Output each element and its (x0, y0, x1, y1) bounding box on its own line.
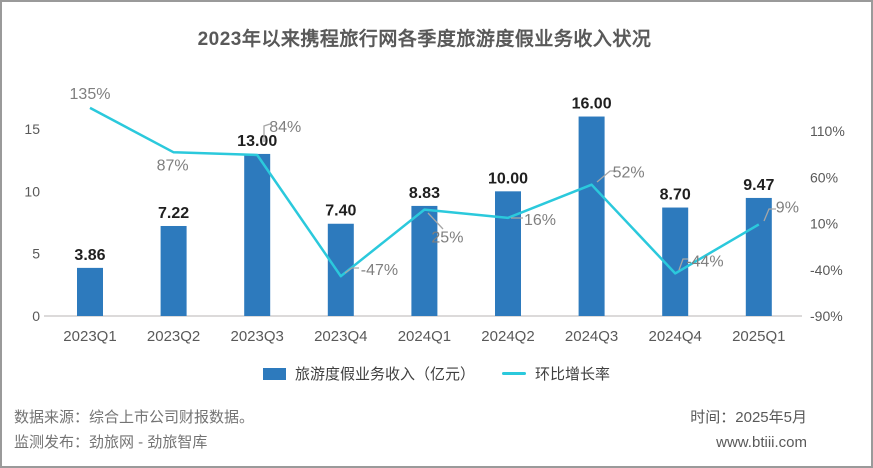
bar-2025Q1 (745, 197, 772, 316)
legend-bar-swatch (262, 367, 286, 380)
x-axis-label: 2023Q3 (231, 328, 284, 345)
right-axis-tick: 110% (810, 123, 845, 139)
bar-value-label: 7.22 (158, 205, 189, 222)
growth-rate-label: -47% (361, 262, 398, 279)
legend-bar-label: 旅游度假业务收入（亿元） (294, 366, 475, 383)
growth-rate-line (89, 106, 760, 278)
x-axis-label: 2023Q1 (63, 328, 116, 345)
x-axis-label: 2024Q2 (481, 328, 534, 345)
right-axis-tick: -40% (810, 262, 843, 278)
bar-2023Q1 (77, 267, 103, 316)
growth-rate-label: 87% (157, 157, 189, 174)
footer-meta: 时间：2025年5月 www.btiii.com (690, 405, 807, 455)
growth-rate-label: 25% (431, 230, 463, 247)
x-axis-label: 2024Q3 (565, 328, 618, 345)
bar-value-label: 8.70 (660, 187, 691, 204)
label-leader-line (427, 212, 444, 230)
bar-2023Q2 (160, 225, 187, 316)
label-leader-line (678, 258, 688, 271)
combo-chart: 0 5 10 15 -90% -40% 10% 60% 110% 3.86 2023Q1 7.22 20… (24, 86, 845, 345)
growth-rate-label: 52% (613, 165, 645, 182)
website-text: www.btiii.com (716, 434, 807, 451)
left-axis-tick: 15 (24, 121, 40, 137)
bar-2024Q2 (495, 191, 521, 316)
data-source-text: 数据来源：综合上市公司财报数据。 (14, 409, 255, 426)
growth-rate-label: 84% (269, 119, 301, 136)
bar-2024Q4 (662, 207, 689, 316)
right-axis-tick: -90% (810, 308, 843, 324)
bar-2024Q1 (411, 205, 438, 316)
legend-line-swatch (502, 372, 526, 375)
bar-value-label: 9.47 (743, 177, 774, 194)
legend-line-label: 环比增长率 (535, 366, 611, 383)
x-axis-label: 2023Q4 (314, 328, 367, 345)
bar-value-label: 8.83 (409, 185, 440, 202)
chart-title: 2023年以来携程旅行网各季度旅游度假业务收入状况 (197, 29, 652, 50)
bar-2024Q3 (578, 116, 605, 316)
report-time-text: 时间：2025年5月 (690, 409, 807, 426)
growth-rate-label: 135% (70, 86, 111, 103)
right-axis-tick: 60% (810, 169, 838, 185)
label-leader-line (263, 123, 271, 142)
bar-value-label: 10.00 (488, 170, 528, 187)
bar-value-label: 3.86 (74, 247, 105, 264)
left-axis-tick: 0 (32, 308, 40, 324)
label-leader-line (344, 267, 359, 274)
right-axis-tick: 10% (810, 216, 838, 232)
x-axis-label: 2025Q1 (732, 328, 785, 345)
publisher-text: 监测发布：劲旅网 - 劲旅智库 (14, 434, 208, 451)
label-leader-line (596, 170, 616, 183)
growth-rate-label: 16% (524, 212, 556, 229)
bar-value-label: 7.40 (325, 203, 356, 220)
growth-rate-label: 9% (776, 199, 799, 216)
legend: 旅游度假业务收入（亿元） 环比增长率 (2, 363, 871, 384)
label-leader-line (763, 208, 776, 222)
footer-source: 数据来源：综合上市公司财报数据。 监测发布：劲旅网 - 劲旅智库 (14, 405, 254, 455)
growth-rate-label: -44% (686, 253, 723, 270)
left-axis-tick: 5 (32, 246, 40, 262)
left-axis-tick: 10 (24, 183, 40, 199)
bar-value-label: 13.00 (237, 133, 277, 150)
x-axis-label: 2023Q2 (147, 328, 200, 345)
x-axis-label: 2024Q1 (398, 328, 451, 345)
bar-value-label: 16.00 (572, 96, 612, 113)
x-axis-label: 2024Q4 (649, 328, 702, 345)
bar-2023Q3 (244, 153, 271, 316)
